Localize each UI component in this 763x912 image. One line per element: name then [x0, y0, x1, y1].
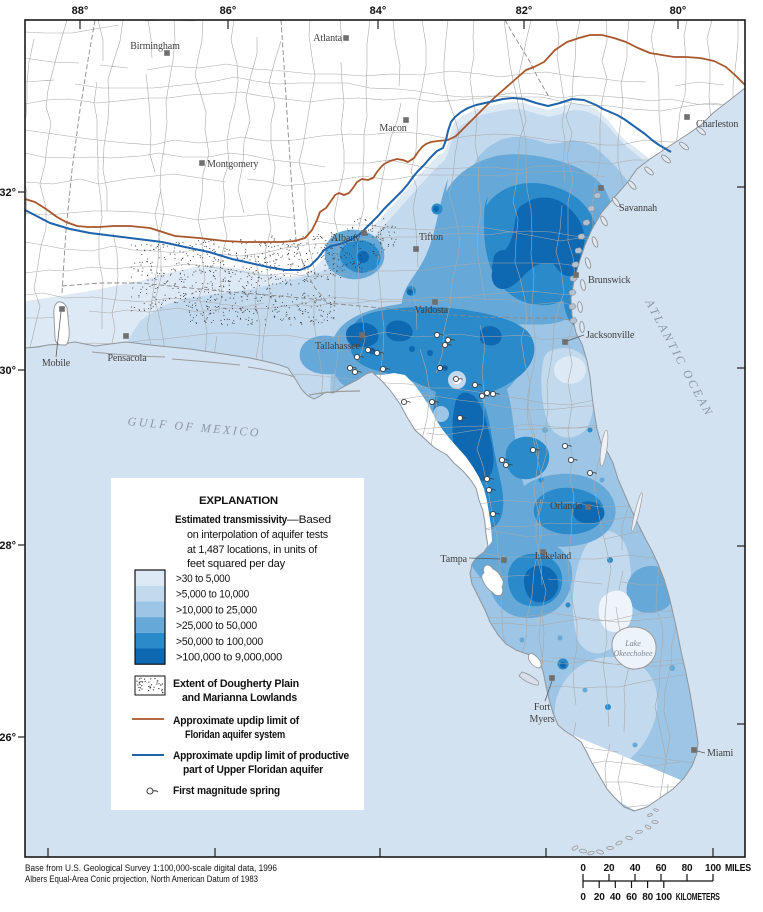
svg-text:30°: 30° [0, 365, 16, 377]
svg-text:Tampa: Tampa [440, 554, 467, 565]
svg-text:86°: 86° [220, 5, 237, 17]
svg-text:0: 0 [580, 892, 586, 903]
svg-text:Tifton: Tifton [419, 232, 443, 243]
svg-text:Approximate updip limit of: Approximate updip limit of [173, 715, 299, 727]
svg-text:Lake: Lake [624, 639, 641, 648]
svg-text:Approximate updip limit of pro: Approximate updip limit of productive [173, 750, 349, 762]
svg-text:Myers: Myers [529, 714, 554, 725]
svg-text:Base from U.S. Geological Surv: Base from U.S. Geological Survey 1:100,0… [25, 863, 277, 874]
svg-text:80: 80 [642, 892, 653, 903]
svg-text:Orlando: Orlando [550, 501, 582, 512]
svg-text:MILES: MILES [725, 863, 751, 874]
svg-text:>50,000 to 100,000: >50,000 to 100,000 [176, 636, 263, 648]
svg-text:Atlanta: Atlanta [313, 33, 342, 44]
svg-text:100: 100 [705, 863, 722, 874]
svg-text:0: 0 [580, 863, 586, 874]
svg-text:Savannah: Savannah [619, 203, 657, 214]
svg-text:Okeechobee: Okeechobee [613, 649, 653, 658]
svg-text:20: 20 [604, 863, 615, 874]
svg-text:Tallahassee: Tallahassee [315, 341, 361, 352]
svg-text:82°: 82° [516, 5, 533, 17]
svg-text:Mobile: Mobile [42, 358, 71, 369]
svg-text:Albers Equal-Area Conic projec: Albers Equal-Area Conic projection, Nort… [25, 874, 258, 885]
svg-text:Valdosta: Valdosta [414, 305, 448, 316]
svg-text:60: 60 [626, 892, 637, 903]
svg-text:Brunswick: Brunswick [588, 275, 631, 286]
svg-text:Albany: Albany [331, 233, 360, 244]
svg-text:Lakeland: Lakeland [535, 551, 572, 562]
svg-text:84°: 84° [370, 5, 387, 17]
svg-text:40: 40 [630, 863, 641, 874]
svg-text:28°: 28° [0, 540, 16, 552]
svg-text:Pensacola: Pensacola [107, 353, 147, 364]
svg-text:80: 80 [682, 863, 693, 874]
svg-text:>25,000 to 50,000: >25,000 to 50,000 [176, 620, 257, 632]
svg-text:—Based: —Based [287, 514, 331, 526]
svg-text:32°: 32° [0, 187, 16, 199]
svg-text:Miami: Miami [707, 748, 733, 759]
svg-text:Fort: Fort [534, 702, 551, 713]
svg-text:40: 40 [610, 892, 621, 903]
svg-text:part of Upper Floridan aquifer: part of Upper Floridan aquifer [183, 764, 324, 776]
svg-text:and Marianna Lowlands: and Marianna Lowlands [182, 692, 297, 704]
svg-text:at 1,487 locations, in units o: at 1,487 locations, in units of [187, 544, 318, 556]
svg-text:100: 100 [656, 892, 673, 903]
svg-text:60: 60 [656, 863, 667, 874]
svg-text:20: 20 [594, 892, 605, 903]
svg-text:EXPLANATION: EXPLANATION [199, 495, 278, 507]
svg-text:>10,000 to 25,000: >10,000 to 25,000 [176, 604, 257, 616]
svg-text:Jacksonville: Jacksonville [586, 330, 635, 341]
svg-text:Montgomery: Montgomery [207, 159, 258, 170]
svg-text:on interpolation of aquifer te: on interpolation of aquifer tests [187, 529, 329, 541]
svg-text:88°: 88° [72, 5, 89, 17]
svg-text:>5,000 to 10,000: >5,000 to 10,000 [176, 589, 249, 601]
svg-text:>30 to 5,000: >30 to 5,000 [176, 573, 230, 585]
svg-text:feet squared per day: feet squared per day [187, 558, 286, 570]
svg-text:KILOMETERS: KILOMETERS [676, 892, 720, 903]
svg-text:>100,000 to 9,000,000: >100,000 to 9,000,000 [176, 652, 282, 664]
svg-text:Charleston: Charleston [696, 119, 738, 130]
svg-text:Floridan aquifer system: Floridan aquifer system [185, 729, 285, 741]
svg-text:80°: 80° [670, 5, 687, 17]
svg-text:Macon: Macon [379, 123, 406, 134]
svg-text:Estimated transmissivity: Estimated transmissivity [175, 514, 288, 526]
svg-text:26°: 26° [0, 732, 16, 744]
svg-text:First magnitude spring: First magnitude spring [173, 785, 280, 797]
svg-text:Birmingham: Birmingham [130, 41, 180, 52]
svg-text:Extent of Dougherty Plain: Extent of Dougherty Plain [173, 678, 299, 690]
